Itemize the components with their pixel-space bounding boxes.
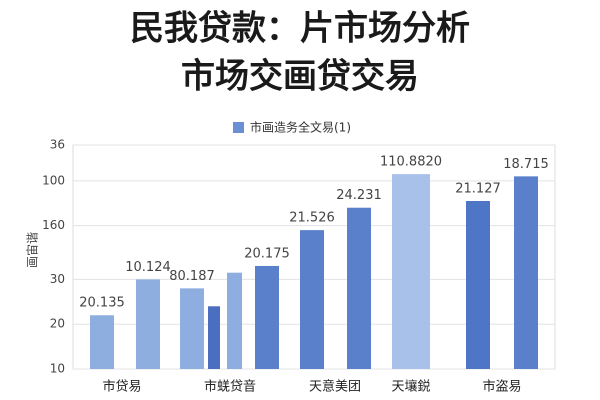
bar	[514, 176, 538, 369]
chart-title: 市场交画贷交易	[181, 57, 419, 97]
data-label: 110.8820	[380, 155, 442, 170]
bar	[180, 288, 204, 369]
bar	[208, 306, 220, 369]
data-label: 21.127	[455, 182, 501, 197]
bar	[90, 315, 114, 369]
data-label: 20.175	[244, 246, 290, 261]
bar	[227, 272, 242, 369]
x-tick-label: 天意美团	[309, 379, 361, 395]
data-label: 80.187	[169, 269, 215, 284]
y-tick-label: 160	[42, 218, 65, 232]
bar	[466, 201, 490, 369]
bar	[136, 279, 160, 369]
y-tick-label: 100	[42, 173, 65, 187]
bar	[347, 207, 371, 369]
y-axis-label: 画宙谐	[25, 232, 40, 268]
x-tick-label: 市贷易	[102, 379, 141, 395]
data-label: 20.135	[79, 296, 125, 311]
y-tick-label: 36	[50, 138, 65, 152]
data-label: 10.124	[125, 260, 171, 275]
y-tick-label: 20	[50, 317, 65, 331]
y-tick-label: 30	[50, 272, 65, 286]
bar	[300, 230, 324, 369]
data-label: 24.231	[336, 188, 382, 203]
legend-label: 市画造务全文易(1)	[250, 120, 351, 135]
data-label: 21.526	[289, 211, 335, 226]
chart-title: 民我贷款：片市场分析	[130, 9, 470, 49]
data-label: 18.715	[503, 157, 549, 172]
bar	[255, 265, 279, 369]
bar	[392, 174, 430, 369]
legend-swatch	[233, 122, 244, 133]
x-tick-label: 市蜣贷音	[204, 379, 256, 395]
y-tick-label: 10	[50, 362, 65, 376]
x-tick-label: 天壤鋭	[391, 379, 430, 395]
x-tick-label: 市盗易	[482, 379, 521, 395]
